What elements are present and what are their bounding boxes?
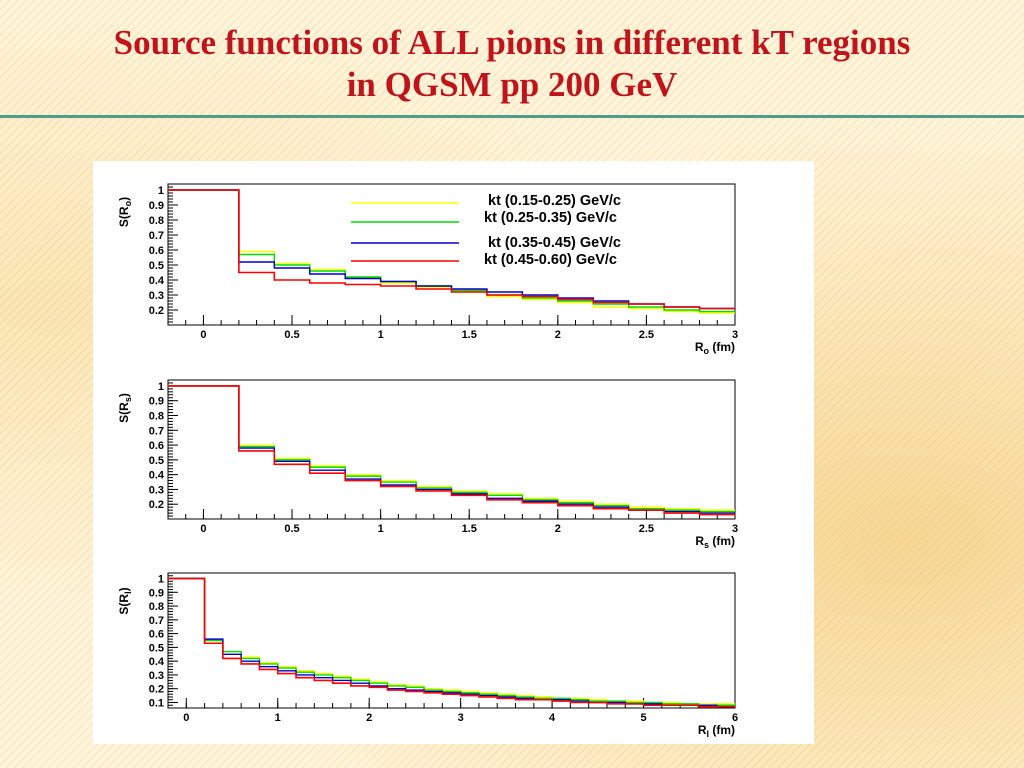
x-tick-label: 2 xyxy=(555,523,561,535)
series-line-3 xyxy=(168,577,735,708)
series-line-4 xyxy=(168,385,735,516)
y-tick-label: 0.6 xyxy=(149,440,164,452)
y-tick-label: 0.2 xyxy=(149,305,164,317)
y-tick-label: 0.8 xyxy=(149,215,164,227)
y-tick-label: 0.8 xyxy=(149,601,164,613)
legend-label-3: kt (0.35-0.45) GeV/c xyxy=(488,235,621,251)
x-tick-label: 2.5 xyxy=(639,523,654,535)
x-tick-label: 0 xyxy=(200,329,206,341)
x-tick-label: 6 xyxy=(732,712,738,724)
y-tick-label: 0.3 xyxy=(149,484,164,496)
y-tick-label: 0.9 xyxy=(149,396,164,408)
y-tick-label: 0.5 xyxy=(149,260,164,272)
y-tick-label: 1 xyxy=(158,185,164,197)
y-tick-label: 0.6 xyxy=(149,245,164,257)
series-line-2 xyxy=(168,577,735,706)
x-tick-label: 0.5 xyxy=(284,523,299,535)
y-tick-label: 1 xyxy=(158,381,164,393)
slide-title-line-2: in QGSM pp 200 GeV xyxy=(346,65,678,104)
y-tick-label: 0.3 xyxy=(149,670,164,682)
y-axis-label: S(Ro) xyxy=(117,197,133,227)
y-tick-label: 0.5 xyxy=(149,455,164,467)
y-tick-label: 0.4 xyxy=(149,275,165,287)
x-tick-label: 3 xyxy=(458,712,464,724)
x-tick-label: 0 xyxy=(200,523,206,535)
y-tick-label: 0.4 xyxy=(149,656,165,668)
x-tick-label: 3 xyxy=(732,523,738,535)
slide-title: Source functions of ALL pions in differe… xyxy=(0,22,1024,106)
title-divider xyxy=(0,115,1024,118)
x-tick-label: 1.5 xyxy=(462,329,477,341)
x-tick-label: 5 xyxy=(640,712,646,724)
chart-panel-3: 0.10.20.30.40.50.60.70.80.910 1 2 3 4 5 6Rl (f… xyxy=(117,572,738,739)
y-tick-label: 1 xyxy=(158,574,164,586)
plot-frame xyxy=(167,379,736,520)
y-tick-label: 0.5 xyxy=(149,642,164,654)
x-tick-label: 2.5 xyxy=(639,329,654,341)
series-line-4 xyxy=(168,577,735,708)
y-axis-label: S(Rs) xyxy=(117,393,133,423)
x-tick-label: 4 xyxy=(549,712,556,724)
series-line-1 xyxy=(168,189,735,314)
x-axis-label: Rl (fm) xyxy=(698,723,735,739)
y-tick-label: 0.2 xyxy=(149,684,164,696)
y-tick-label: 0.9 xyxy=(149,200,164,212)
y-tick-label: 0.1 xyxy=(149,697,164,709)
y-axis-label: S(Rl) xyxy=(117,587,133,614)
x-tick-label: 0.5 xyxy=(284,329,299,341)
x-tick-label: 2 xyxy=(555,329,561,341)
x-tick-label: 3 xyxy=(732,329,738,341)
x-tick-label: 1 xyxy=(275,712,281,724)
chart-panel-2: 0.2 0.3 0.4 0.5 0.6 0.7 0.8 0.9 1 0 0.5 1 1.5 2 2.5 3Rs… xyxy=(117,379,738,550)
chart-legend: kt (0.15-0.25) GeV/ckt (0.25-0.35) GeV/c… xyxy=(351,193,621,268)
y-tick-label: 0.4 xyxy=(149,470,165,482)
x-axis-label: Rs (fm) xyxy=(695,534,735,550)
y-tick-label: 0.9 xyxy=(149,587,164,599)
slide-title-line-1: Source functions of ALL pions in differe… xyxy=(113,23,911,62)
y-tick-label: 0.2 xyxy=(149,499,164,511)
series-line-4 xyxy=(168,189,735,310)
chart-panel-1: 0.2 0.3 0.4 0.5 0.6 0.7 0.8 0.9 1 0 0.5 1 1.5 2 2.5 3Ro… xyxy=(117,183,738,356)
series-line-2 xyxy=(168,385,735,513)
plot-frame xyxy=(167,572,736,709)
x-tick-label: 1.5 xyxy=(462,523,477,535)
y-tick-label: 0.3 xyxy=(149,290,164,302)
legend-label-1: kt (0.15-0.25) GeV/c xyxy=(488,193,621,209)
x-axis-label: Ro (fm) xyxy=(695,340,735,356)
x-tick-label: 0 xyxy=(183,712,189,724)
series-line-1 xyxy=(168,577,735,705)
x-tick-label: 1 xyxy=(378,523,384,535)
y-tick-label: 0.7 xyxy=(149,230,164,242)
y-tick-label: 0.8 xyxy=(149,410,164,422)
legend-label-4: kt (0.45-0.60) GeV/c xyxy=(484,252,617,268)
y-tick-label: 0.6 xyxy=(149,629,164,641)
x-tick-label: 2 xyxy=(366,712,372,724)
y-tick-label: 0.7 xyxy=(149,425,164,437)
figure-panel: 0.2 0.3 0.4 0.5 0.6 0.7 0.8 0.9 1 0 0.5 1 1.5 2 2.5 3 Ro… xyxy=(93,161,814,744)
y-tick-label: 0.7 xyxy=(149,615,164,627)
series-line-1 xyxy=(168,385,735,511)
source-function-plots: 0.20.30.40.50.60.70.80.910 0.5 1 1.5 2 2.5 3Ro… xyxy=(117,183,738,739)
legend-label-2: kt (0.25-0.35) GeV/c xyxy=(484,210,617,226)
series-line-2 xyxy=(168,189,735,313)
x-tick-label: 1 xyxy=(378,329,384,341)
